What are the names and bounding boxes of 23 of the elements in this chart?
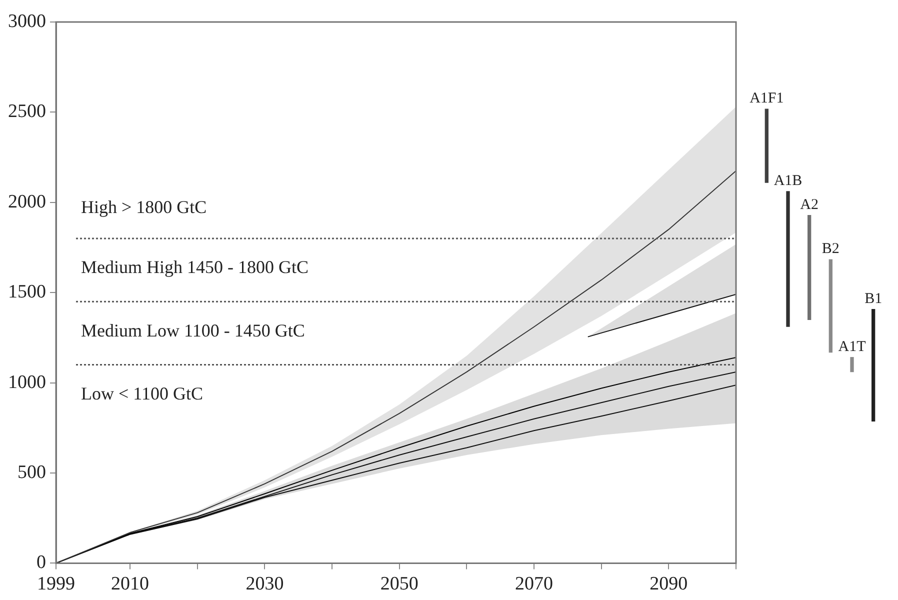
- y-tick-label: 1000: [8, 372, 46, 393]
- x-tick-label: 2050: [380, 574, 418, 595]
- x-tick-label: A1T: [838, 338, 866, 355]
- x-tick-label: 2010: [111, 574, 150, 595]
- y-tick-label: 0: [36, 552, 46, 574]
- x-tick-label: A1B: [774, 172, 802, 189]
- y-tick-label: 1500: [8, 282, 46, 303]
- annotation: Low < 1100 GtC: [81, 383, 203, 404]
- x-tick-label: A2: [800, 196, 819, 213]
- x-tick-label: A1F1: [750, 90, 784, 107]
- y-tick-label: 2500: [8, 101, 46, 122]
- annotation: Medium Low 1100 - 1450 GtC: [81, 320, 305, 340]
- x-tick-label: 1999: [37, 574, 75, 595]
- x-tick-label: B2: [822, 241, 840, 258]
- x-tick-label: 2030: [246, 574, 284, 595]
- y-tick-label: 500: [18, 462, 46, 483]
- x-tick-label: B1: [864, 290, 882, 307]
- annotation: High > 1800 GtC: [81, 197, 207, 218]
- x-tick-label: 2090: [650, 574, 688, 595]
- y-tick-label: 2000: [8, 191, 46, 212]
- y-tick-label: 3000: [8, 10, 46, 32]
- annotation: Medium High 1450 - 1800 GtC: [81, 257, 308, 278]
- x-tick-label: 2070: [515, 574, 554, 595]
